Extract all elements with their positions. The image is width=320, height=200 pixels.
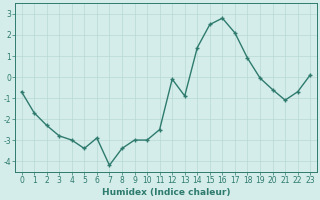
X-axis label: Humidex (Indice chaleur): Humidex (Indice chaleur) [102, 188, 230, 197]
